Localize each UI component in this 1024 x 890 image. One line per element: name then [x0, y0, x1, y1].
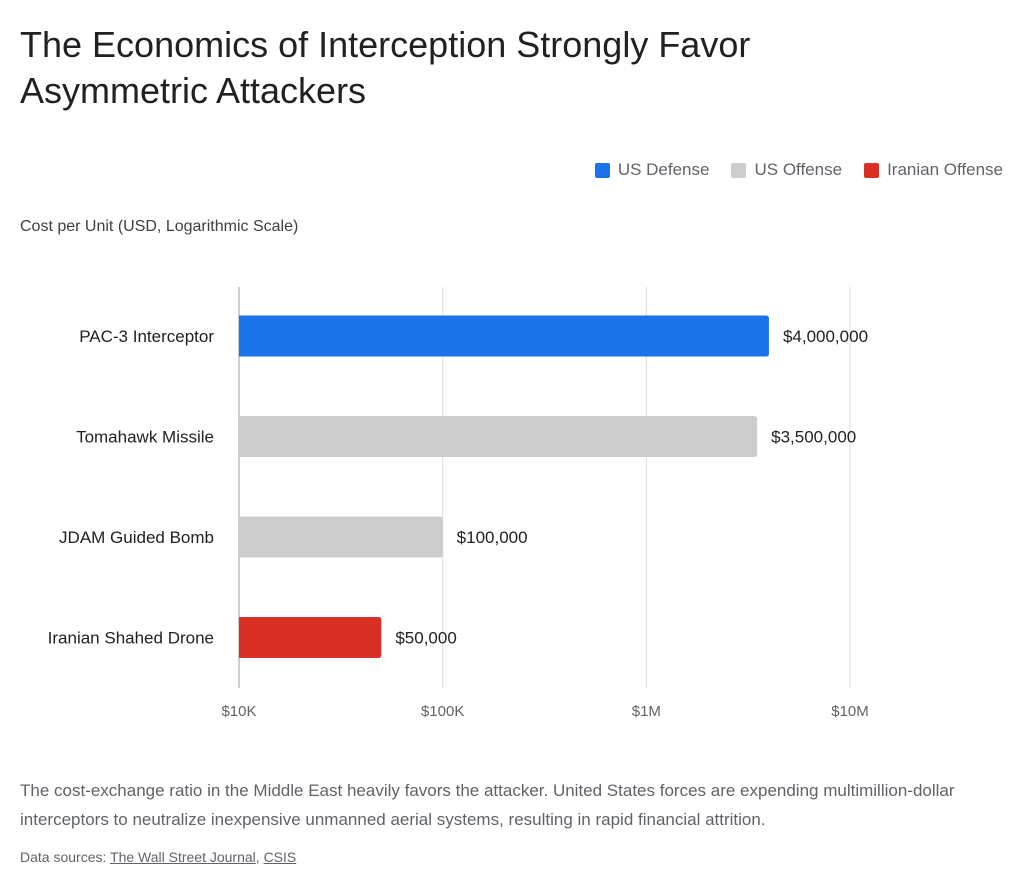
source-link-csis[interactable]: CSIS: [263, 849, 297, 865]
x-tick-label: $10K: [221, 703, 256, 720]
data-label: $100,000: [457, 528, 528, 547]
axis-label: Cost per Unit (USD, Logarithmic Scale): [20, 218, 299, 235]
data-label: $50,000: [395, 629, 456, 648]
bar: [239, 516, 443, 558]
data-label: $4,000,000: [783, 327, 868, 346]
bar: [239, 416, 758, 457]
legend: US Defense US Offense Iranian Offense: [594, 160, 1003, 180]
chart-description: The cost-exchange ratio in the Middle Ea…: [20, 781, 955, 829]
legend-swatch: [594, 162, 610, 178]
x-tick-label: $100K: [421, 703, 464, 720]
chart-title: The Economics of Interception Strongly F…: [20, 24, 751, 111]
data-sources: Data sources: The Wall Street Journal, C…: [20, 849, 296, 865]
x-tick-label: $1M: [632, 703, 661, 720]
sources-separator: ,: [255, 849, 260, 865]
data-label: $3,500,000: [771, 428, 856, 447]
category-label: Iranian Shahed Drone: [48, 629, 214, 648]
legend-label: Iranian Offense: [887, 160, 1003, 179]
sources-prefix: Data sources:: [20, 849, 107, 865]
legend-label: US Offense: [754, 160, 843, 179]
category-label: Tomahawk Missile: [76, 428, 214, 447]
legend-item-us-offense[interactable]: US Offense: [731, 160, 842, 180]
x-tick-label: $10M: [831, 703, 869, 720]
legend-item-us-defense[interactable]: US Defense: [594, 160, 710, 180]
category-label: PAC-3 Interceptor: [79, 327, 214, 346]
bar-chart: $10K $100K $1M $10M PAC-3 Interceptor $4,000,…: [48, 287, 869, 720]
legend-label: US Defense: [617, 160, 710, 179]
legend-swatch: [731, 162, 747, 178]
bar: [239, 617, 382, 658]
category-label: JDAM Guided Bomb: [59, 528, 214, 547]
legend-swatch: [864, 162, 880, 178]
source-link-wsj[interactable]: The Wall Street Journal: [110, 849, 256, 865]
bar: [239, 315, 769, 357]
legend-item-iranian-offense[interactable]: Iranian Offense: [864, 160, 1003, 180]
